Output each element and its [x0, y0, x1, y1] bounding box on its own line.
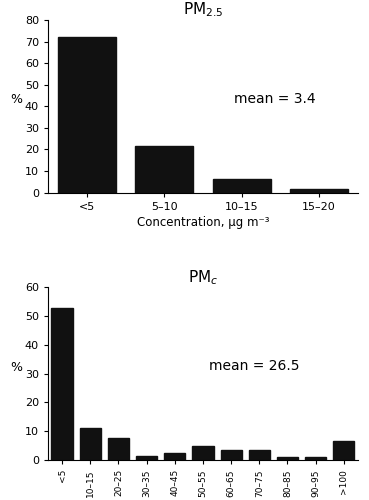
Title: PM$_{2.5}$: PM$_{2.5}$	[183, 0, 223, 19]
Bar	[108, 438, 129, 460]
Bar	[290, 190, 348, 192]
Bar	[305, 457, 326, 460]
Bar	[333, 442, 354, 460]
Bar	[277, 457, 298, 460]
Bar	[136, 456, 157, 460]
X-axis label: Concentration, μg m⁻³: Concentration, μg m⁻³	[137, 216, 269, 228]
Bar	[52, 308, 73, 460]
Text: mean = 26.5: mean = 26.5	[209, 360, 300, 374]
Bar	[135, 146, 193, 192]
Bar	[221, 450, 242, 460]
Title: PM$_{c}$: PM$_{c}$	[188, 268, 218, 286]
Bar	[58, 38, 116, 192]
Bar	[80, 428, 101, 460]
Text: mean = 3.4: mean = 3.4	[234, 92, 315, 106]
Bar	[192, 446, 214, 460]
Y-axis label: %: %	[10, 360, 23, 374]
Bar	[213, 178, 271, 192]
Bar	[164, 453, 185, 460]
Bar	[249, 450, 270, 460]
Y-axis label: %: %	[10, 94, 23, 106]
